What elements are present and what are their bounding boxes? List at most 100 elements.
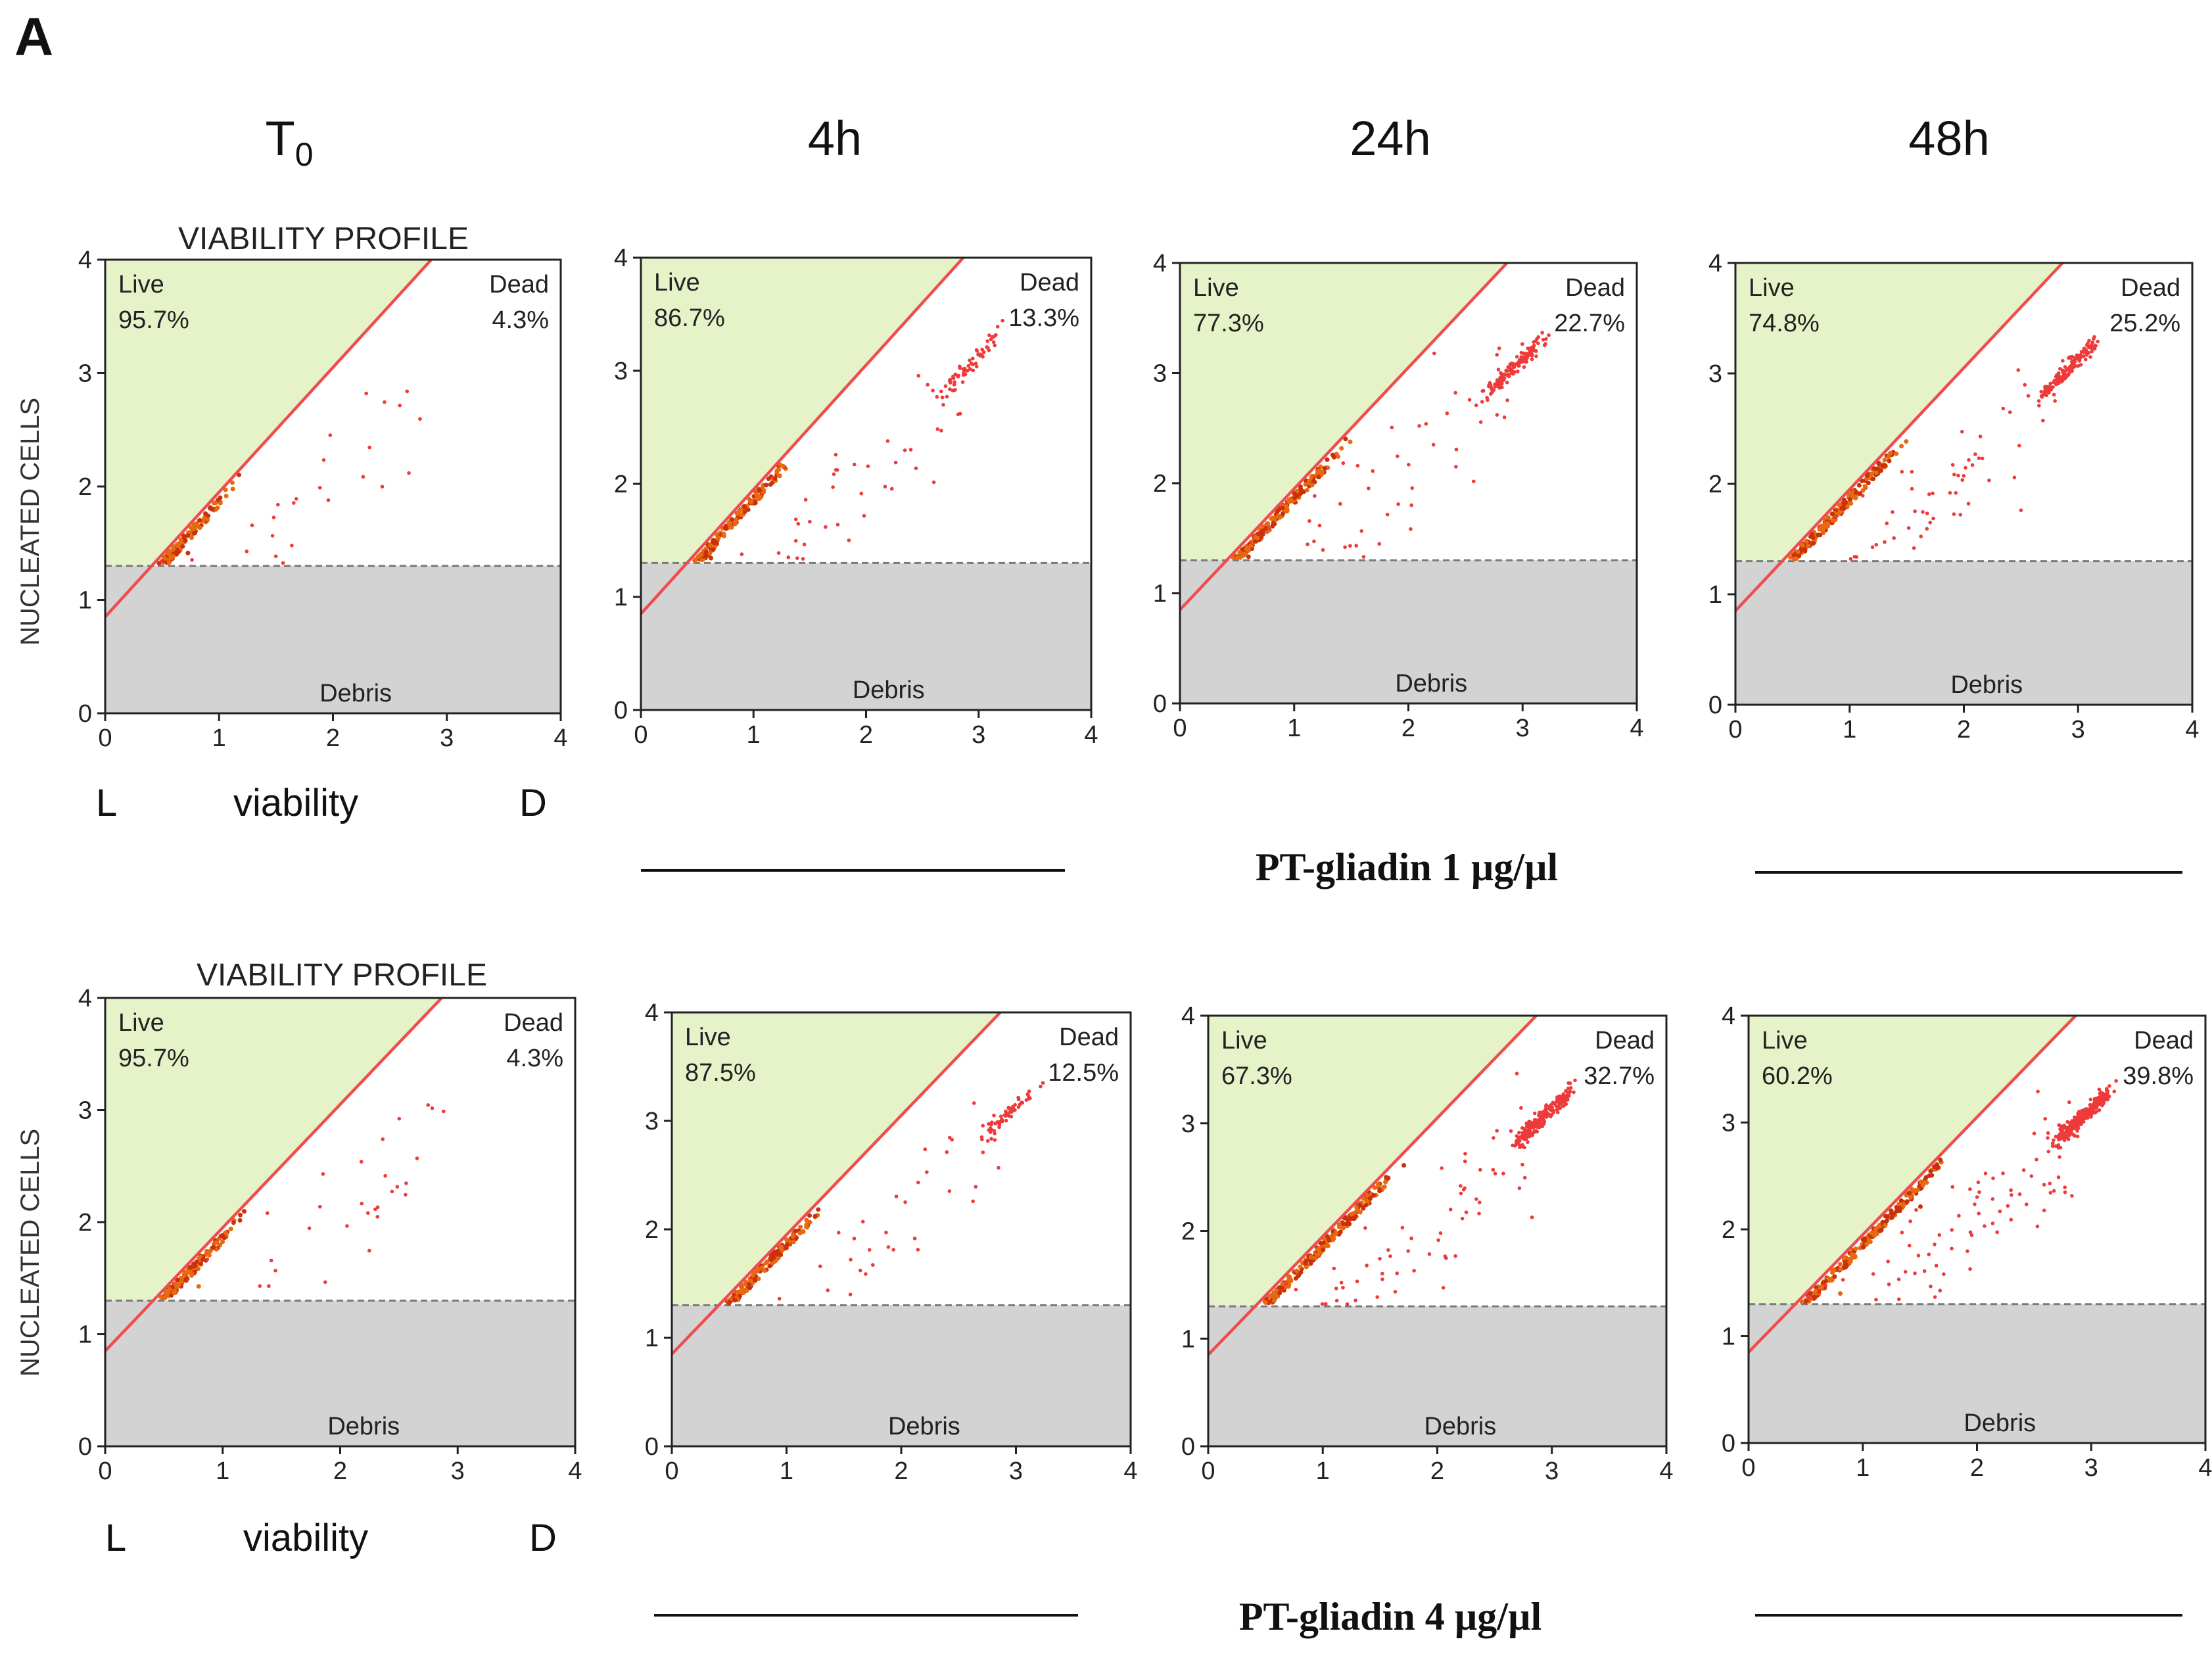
plot-1-1-point [985,1139,990,1143]
plot-1-3-point [2063,1190,2067,1195]
plot-0-0-point [250,523,254,527]
plot-0-2-points [1231,331,1551,561]
plot-1-2-point [1332,1266,1336,1271]
plot-1-3-point [2066,1137,2071,1141]
plot-1-3-live-percent: 60.2% [1762,1062,1833,1090]
plot-1-2-point [1549,1106,1553,1111]
plot-0-3-point [2044,393,2048,398]
plot-1-2-point [1553,1102,1557,1106]
plot-0-1-point [711,547,716,552]
plot-1-3-point [2093,1103,2098,1107]
plot-1-3-point [2052,1138,2056,1143]
plot-0-3-point [2086,350,2091,355]
plot-1-2-point [1573,1078,1577,1083]
plot-1-0-point [415,1156,419,1160]
plot-1-3-point [1808,1291,1813,1296]
plot-0-2-point [1367,486,1371,490]
plot-0-3-point [1860,488,1866,493]
plot-1-1-x-tick-label-3: 3 [1009,1457,1023,1485]
plot-0-1-point [752,500,757,505]
plot-0-0-dead-percent: 4.3% [492,306,549,334]
plot-0-2-point [1541,337,1545,342]
plot-1-1-point [992,1113,996,1118]
plot-0-2-point [1361,555,1366,559]
plot-1-2-point [1525,1132,1530,1137]
plot-0-2-point [1522,352,1526,356]
plot-0-3-point [1964,465,1967,470]
plot-1-2-point [1520,1162,1524,1167]
plot-1-0-point [158,1294,164,1300]
x-axis-right-label-top: D [519,782,547,824]
plot-0-3-point [2082,348,2086,352]
plot-1-1-point [742,1287,747,1292]
plot-1-3-point [2046,1136,2050,1140]
plot-0-3-point [1960,478,1965,482]
plot-0-1-point [732,521,738,527]
plot-1-3-point [1889,1215,1894,1220]
plot-0-1-point [777,473,782,479]
plot-0-0-point [294,497,298,501]
plot-1-2-point [1568,1086,1573,1090]
plot-0-3-point [2078,356,2083,360]
plot-1-1-point [988,1130,993,1134]
plot-0-0-point [398,403,402,408]
plot-0-1-point [699,552,704,557]
plot-0-0-point [318,486,322,490]
plot-1-1-point [807,1213,812,1218]
plot-1-0-gate-line [104,997,443,1352]
plot-1-1-point [925,1170,929,1174]
plot-1-2-point [1380,1185,1386,1191]
plot-1-2-point [1294,1287,1298,1292]
plot-0-2-point [1454,447,1459,452]
plot-1-3-point [2035,1224,2040,1229]
plot-1-3-point [2072,1121,2077,1125]
plot-0-1-y-tick-label-2: 2 [614,471,628,498]
plot-1-3-point [1823,1279,1828,1284]
plot-1-2-point [1367,1196,1373,1201]
plot-1-3-x-tick-label-2: 2 [1970,1454,1984,1482]
plot-0-2-point [1474,403,1478,408]
plot-0-0-point [185,533,191,538]
plot-1-3-point [1898,1198,1904,1203]
plot-0-3-point [1891,510,1894,514]
plot-0-0-point [281,561,285,565]
plot-0-3-point [1858,491,1863,496]
plot-1-3-point [1882,1223,1887,1228]
plot-1-3-point [2063,1135,2067,1139]
plot-0-1-point [723,525,728,531]
plot-0-3-gate-line [1734,262,2064,612]
plot-0-3-x-tick-label-4: 4 [2185,716,2199,744]
plot-0-2-point [1303,482,1308,487]
plot-0-1-point [772,476,778,481]
plot-1-2-point [1279,1285,1284,1290]
plot-0-0-point [364,391,368,396]
plot-1-3-point [2082,1114,2086,1118]
plot-1-3-point [2050,1141,2055,1145]
plot-1-3-point [1928,1168,1933,1173]
plot-0-3-point [1904,439,1909,444]
plot-1-3-point [2112,1089,2117,1094]
plot-0-3-point [1900,469,1904,474]
plot-1-3-point [1973,1202,1977,1206]
plot-1-1-point [1009,1106,1013,1110]
plot-0-3-point [2001,406,2006,411]
plot-0-2-point [1359,529,1364,533]
plot-1-3-point [2036,1089,2040,1094]
plot-0-3-point [1853,496,1858,501]
plot-0-3-point [1864,473,1870,479]
plot-0-1-point [739,512,744,517]
plot-1-2-point [1461,1187,1466,1192]
plot-0-3-point [1833,514,1837,519]
viability-profile-title-bottom: VIABILITY PROFILE [197,958,487,993]
plot-1-0-point [196,1284,201,1289]
plot-0-3-point [1848,557,1853,561]
plot-0-0-x-tick-label-0: 0 [98,724,112,752]
plot-0-0-point [407,471,411,475]
plot-0-0-point [197,517,202,523]
plot-0-1-point [749,499,754,504]
time-label-sub: 0 [294,135,314,173]
plot-0-2-point [1316,475,1321,480]
plot-1-2-point [1522,1145,1526,1150]
plot-1-1-point [1004,1118,1008,1123]
plot-1-3-point [2092,1097,2097,1101]
